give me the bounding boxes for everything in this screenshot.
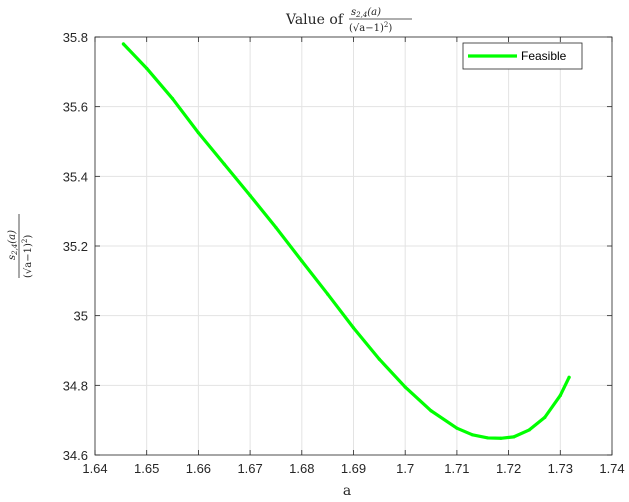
tick-marks xyxy=(94,36,613,456)
series-point xyxy=(300,259,304,263)
series-layer xyxy=(121,42,571,440)
x-axis-label: a xyxy=(343,483,351,499)
series-point xyxy=(455,426,459,430)
chart-title-numerator: s2,4(a) xyxy=(351,7,381,19)
x-tick-label: 1.67 xyxy=(237,461,262,476)
x-tick-label: 1.64 xyxy=(82,461,107,476)
series-point xyxy=(170,97,175,101)
x-tick-label: 1.65 xyxy=(134,461,159,476)
series-point xyxy=(543,415,547,419)
x-tick-label: 1.71 xyxy=(444,461,469,476)
y-axis-label: s2,4(a) (√a−1)2) xyxy=(7,214,34,278)
series-point xyxy=(248,193,252,198)
x-tick-label: 1.72 xyxy=(496,461,521,476)
series-point xyxy=(274,225,278,230)
series-point xyxy=(326,292,330,296)
x-tick-label: 1.68 xyxy=(289,461,314,476)
series-point xyxy=(499,436,503,440)
chart-title: Value of s2,4(a) (√a−1)2) xyxy=(285,7,412,34)
x-tick-label: 1.74 xyxy=(599,461,624,476)
y-tick-label: 35.4 xyxy=(63,169,88,184)
series-point xyxy=(512,435,516,439)
x-tick-label: 1.66 xyxy=(186,461,211,476)
y-tick-label: 34.8 xyxy=(63,378,88,393)
legend-label-feasible: Feasible xyxy=(521,49,567,63)
y-axis-label-numerator: s2,4(a) xyxy=(7,230,19,260)
x-tick-label: 1.73 xyxy=(548,461,573,476)
y-tick-labels: 34.6 34.8 35 35.2 35.4 35.6 35.8 xyxy=(63,30,88,463)
series-point xyxy=(403,385,407,389)
legend: Feasible xyxy=(462,42,583,70)
series-point xyxy=(351,326,356,330)
series-point xyxy=(527,428,531,432)
y-axis-label-denominator: (√a−1)2) xyxy=(21,235,34,278)
y-tick-label: 35.8 xyxy=(63,30,88,45)
y-tick-label: 35.6 xyxy=(63,100,88,115)
series-line-feasible xyxy=(121,42,571,440)
series-point xyxy=(558,393,562,398)
series-point xyxy=(470,433,475,437)
series-point xyxy=(222,162,226,166)
series-point xyxy=(121,42,126,46)
y-tick-label: 35.2 xyxy=(63,239,88,254)
chart-title-denominator: (√a−1)2) xyxy=(349,21,392,34)
y-tick-label: 35 xyxy=(74,309,88,324)
y-tick-label: 34.6 xyxy=(63,448,88,463)
series-point xyxy=(196,131,200,135)
chart-title-fraction: s2,4(a) (√a−1)2) xyxy=(349,7,412,34)
x-tick-label: 1.69 xyxy=(341,461,366,476)
series-point xyxy=(145,66,149,70)
x-tick-labels: 1.64 1.65 1.66 1.67 1.68 1.69 1.7 1.71 1.72 1.73 1… xyxy=(82,461,624,476)
chart-title-prefix: Value of xyxy=(285,12,345,28)
series-point xyxy=(567,375,571,379)
series-point xyxy=(429,409,433,413)
series-point xyxy=(377,357,381,361)
x-tick-label: 1.7 xyxy=(396,461,414,476)
series-point xyxy=(486,436,490,440)
